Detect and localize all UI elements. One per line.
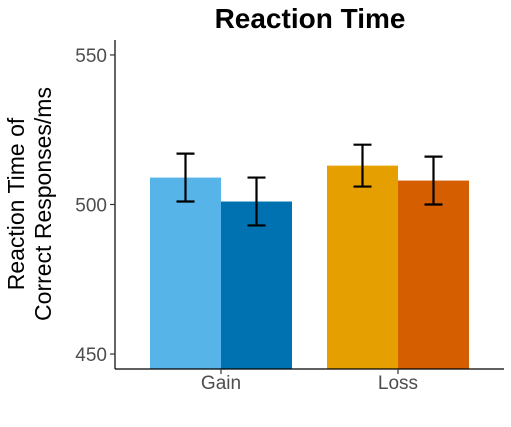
y-axis-label-line-1: Reaction Time of — [3, 117, 29, 290]
y-axis-label: Reaction Time of Correct Responses/ms — [3, 87, 56, 321]
y-axis-label-line-2: Correct Responses/ms — [30, 87, 56, 321]
error-bars-layer — [176, 143, 443, 227]
y-tick-label-450: 450 — [75, 345, 107, 366]
y-tick-label-550: 550 — [75, 46, 107, 67]
bar-gain-1 — [150, 177, 221, 369]
error-bar-loss-2 — [424, 155, 443, 206]
y-ticks-layer: 450 500 550 — [75, 46, 115, 366]
bar-gain-2 — [221, 201, 292, 369]
error-bar-gain-2 — [247, 176, 266, 227]
x-tick-label-gain: Gain — [201, 373, 241, 394]
bar-loss-2 — [398, 180, 469, 369]
x-tick-label-loss: Loss — [378, 373, 418, 394]
bar-loss-1 — [327, 165, 398, 369]
error-bar-loss-1 — [353, 143, 372, 188]
chart-title: Reaction Time — [215, 3, 406, 34]
y-tick-label-500: 500 — [75, 196, 107, 217]
x-ticks-layer: Gain Loss — [201, 369, 418, 394]
error-bar-gain-1 — [176, 152, 195, 203]
bars-layer — [150, 165, 469, 369]
